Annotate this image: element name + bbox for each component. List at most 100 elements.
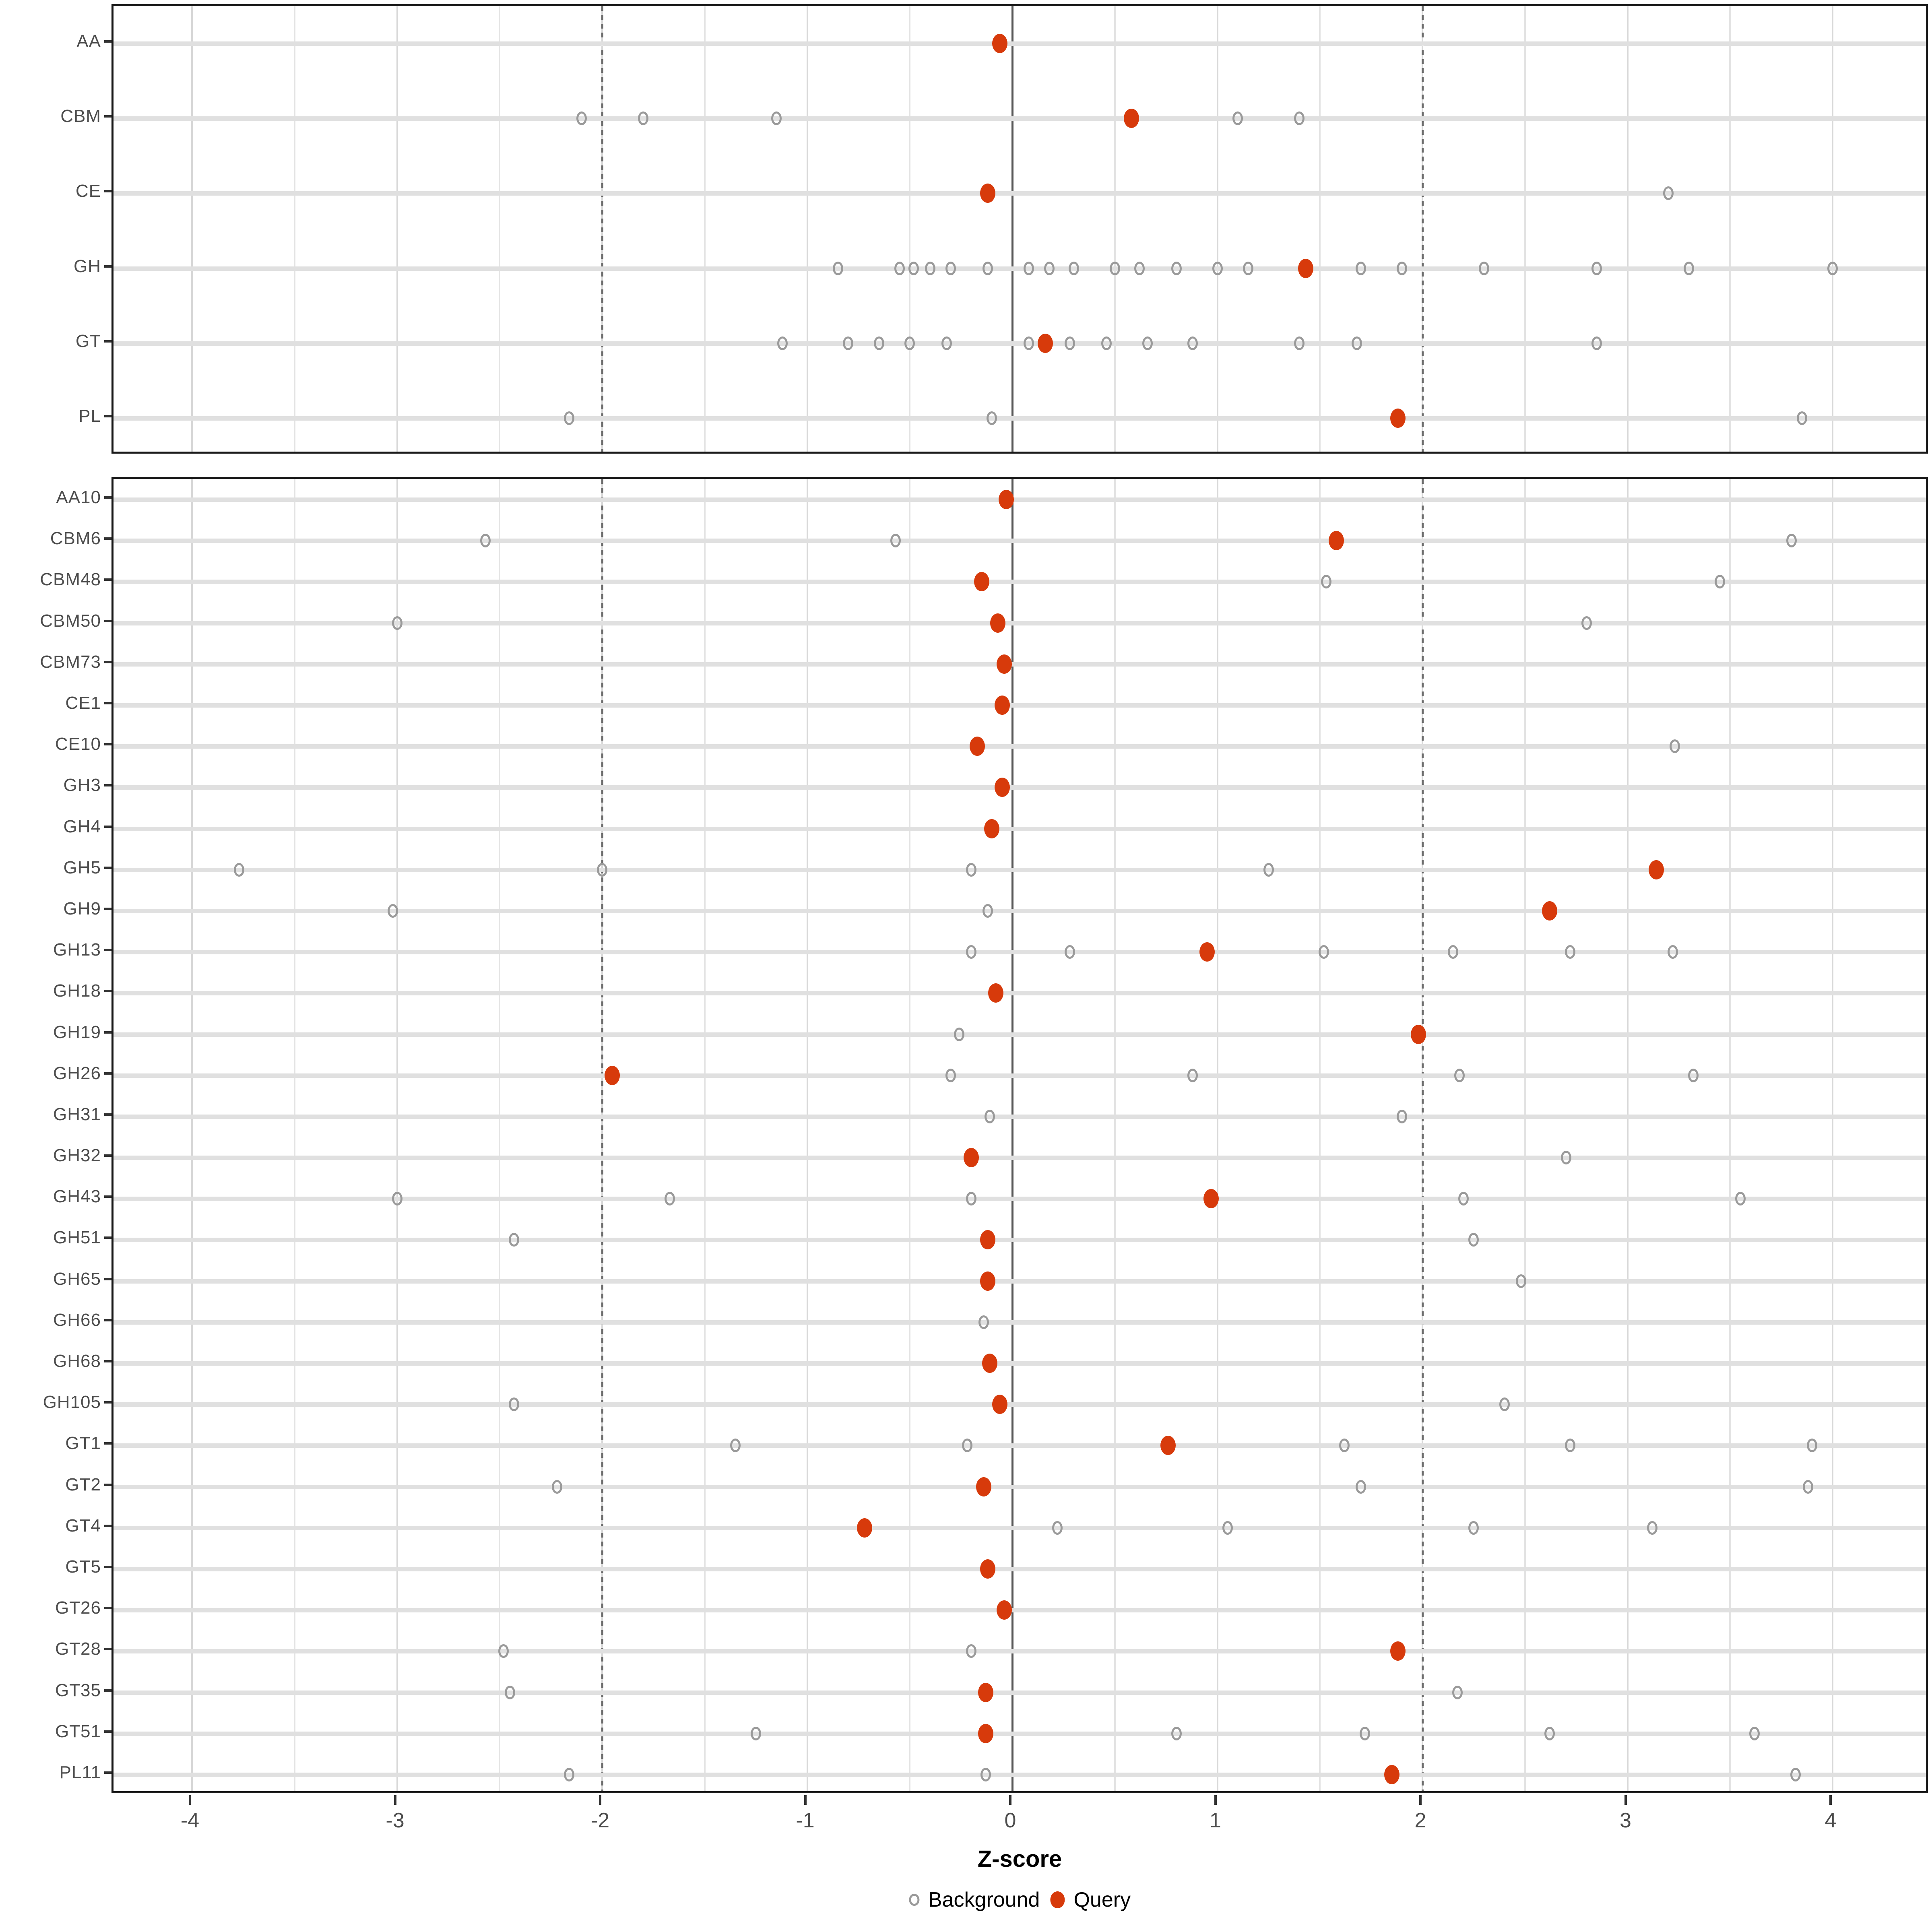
horizontal-gridline <box>114 621 1926 625</box>
y-axis-tick-mark <box>104 619 111 622</box>
threshold-reference-line <box>601 6 603 452</box>
y-axis-tick-label: GH26 <box>53 1063 101 1083</box>
x-axis-tick-mark <box>189 1795 191 1805</box>
query-point <box>970 737 985 756</box>
background-point <box>873 336 884 350</box>
y-axis-tick-label: GH <box>74 256 101 276</box>
y-axis-tick-mark <box>104 1401 111 1404</box>
background-point <box>1351 336 1362 350</box>
background-point <box>392 1192 402 1206</box>
legend-item-query[interactable]: Query <box>1050 1888 1131 1912</box>
x-axis-tick-mark <box>599 1795 601 1805</box>
horizontal-gridline <box>114 1197 1926 1201</box>
y-axis-tick-label: GH65 <box>53 1269 101 1289</box>
query-point <box>998 490 1014 510</box>
background-point <box>966 1192 977 1206</box>
background-point <box>980 1767 991 1781</box>
y-axis-tick-mark <box>104 1154 111 1157</box>
vertical-gridline <box>1832 6 1833 452</box>
vertical-gridline <box>1216 479 1218 1791</box>
background-point <box>234 863 245 877</box>
horizontal-gridline <box>114 41 1926 46</box>
legend-item-background[interactable]: Background <box>908 1888 1040 1912</box>
background-point <box>1448 945 1459 959</box>
query-point <box>1203 1189 1219 1209</box>
horizontal-gridline <box>114 1402 1926 1407</box>
background-point <box>1360 1726 1371 1740</box>
background-point <box>1142 336 1153 350</box>
background-point <box>925 261 936 275</box>
horizontal-gridline <box>114 1114 1926 1119</box>
query-point <box>982 1354 997 1373</box>
background-point <box>1647 1521 1657 1535</box>
vertical-gridline-minor <box>909 479 911 1791</box>
background-point <box>962 1439 972 1453</box>
horizontal-gridline <box>114 1361 1926 1366</box>
background-point <box>1294 111 1305 126</box>
x-axis-tick-label: -2 <box>590 1809 610 1832</box>
y-axis-tick-mark <box>104 1689 111 1692</box>
vertical-gridline-minor <box>1319 479 1321 1791</box>
y-axis-tick-label: GH5 <box>63 857 101 877</box>
horizontal-gridline <box>114 1032 1926 1037</box>
background-point <box>982 904 993 918</box>
x-axis-tick-label: 4 <box>1825 1809 1837 1832</box>
background-point <box>1212 261 1223 275</box>
background-point <box>480 534 491 548</box>
vertical-gridline-minor <box>1319 6 1321 452</box>
vertical-gridline <box>191 6 193 452</box>
background-point <box>1232 111 1243 126</box>
query-point <box>978 1724 993 1743</box>
y-axis-tick-mark <box>104 1483 111 1486</box>
vertical-gridline <box>191 479 193 1791</box>
background-point <box>1294 336 1305 350</box>
threshold-reference-line <box>1422 479 1424 1791</box>
horizontal-gridline <box>114 1608 1926 1613</box>
y-axis-tick-label: PL <box>78 406 101 426</box>
background-point <box>1064 336 1075 350</box>
background-point <box>1749 1726 1760 1740</box>
threshold-reference-line <box>601 479 603 1791</box>
zero-reference-line <box>1011 6 1013 452</box>
y-axis-tick-mark <box>104 825 111 828</box>
y-axis-tick-label: GT35 <box>55 1680 101 1700</box>
query-point <box>964 1148 979 1168</box>
vertical-gridline-minor <box>704 6 706 452</box>
y-axis-tick-label: GH31 <box>53 1104 101 1124</box>
background-point <box>498 1644 509 1658</box>
y-axis-tick-mark <box>104 1442 111 1445</box>
background-point <box>1468 1521 1479 1535</box>
plot-area-family-level <box>114 479 1926 1791</box>
background-point <box>638 111 648 126</box>
x-axis-tick-label: 1 <box>1210 1809 1221 1832</box>
vertical-gridline-minor <box>1729 479 1731 1791</box>
y-axis-tick-label: GH3 <box>63 775 101 795</box>
background-point <box>1023 336 1034 350</box>
query-marker-icon <box>1050 1891 1065 1908</box>
panel-family-level <box>111 477 1928 1793</box>
background-point <box>1802 1480 1813 1494</box>
background-point <box>1581 616 1592 630</box>
x-axis-tick-mark <box>1214 1795 1217 1805</box>
background-point <box>564 411 575 425</box>
background-point <box>1171 261 1182 275</box>
vertical-gridline <box>396 479 398 1791</box>
y-axis-tick-mark <box>104 1607 111 1610</box>
background-point <box>576 111 587 126</box>
query-point <box>992 34 1008 54</box>
threshold-reference-line <box>1422 6 1424 452</box>
background-point <box>1397 1109 1408 1123</box>
query-point <box>996 1600 1012 1620</box>
vertical-gridline <box>1627 479 1629 1791</box>
y-axis-tick-label: GT28 <box>55 1639 101 1659</box>
background-point <box>832 261 843 275</box>
vertical-gridline-minor <box>499 6 501 452</box>
background-point <box>890 534 901 548</box>
background-point <box>1688 1068 1699 1082</box>
y-axis-tick-label: CE <box>75 181 101 201</box>
background-point <box>1786 534 1797 548</box>
y-axis-tick-mark <box>104 866 111 869</box>
background-point <box>1827 261 1838 275</box>
query-point <box>1390 408 1406 428</box>
horizontal-gridline <box>114 785 1926 790</box>
